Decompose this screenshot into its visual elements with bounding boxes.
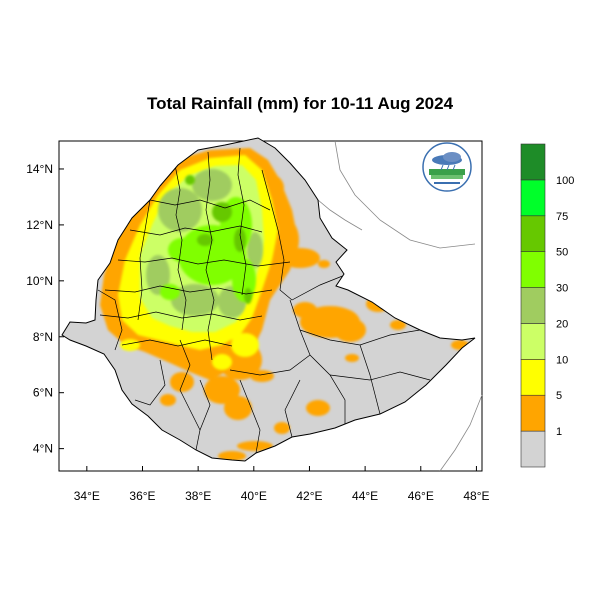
x-tick-label: 38°E bbox=[185, 489, 211, 503]
x-tick-label: 40°E bbox=[241, 489, 267, 503]
legend-swatch bbox=[520, 179, 546, 217]
y-tick-label: 4°N bbox=[33, 442, 53, 456]
x-tick-label: 48°E bbox=[463, 489, 489, 503]
region-borders bbox=[97, 147, 431, 454]
legend-label: 1 bbox=[556, 426, 562, 438]
x-axis: 34°E 36°E 38°E 40°E 42°E 44°E 46°E 48°E bbox=[74, 466, 490, 503]
legend-swatch bbox=[520, 394, 546, 432]
legend-swatch bbox=[520, 287, 546, 324]
x-tick-label: 36°E bbox=[129, 489, 155, 503]
x-tick-label: 42°E bbox=[296, 489, 322, 503]
y-tick-label: 6°N bbox=[33, 386, 53, 400]
y-tick-label: 10°N bbox=[26, 274, 53, 288]
legend-label: 50 bbox=[556, 247, 568, 259]
legend-label: 100 bbox=[556, 175, 574, 187]
legend-label: 10 bbox=[556, 354, 568, 366]
y-axis: 14°N 12°N 10°N 8°N 6°N 4°N bbox=[26, 162, 64, 456]
color-legend: 1 5 10 20 30 50 75 100 bbox=[520, 143, 574, 468]
legend-swatch bbox=[520, 215, 546, 252]
legend-swatch bbox=[520, 251, 546, 288]
y-tick-label: 14°N bbox=[26, 162, 53, 176]
map-title: Total Rainfall (mm) for 10-11 Aug 2024 bbox=[146, 94, 454, 113]
agency-logo bbox=[422, 142, 472, 192]
legend-swatch bbox=[520, 430, 546, 468]
legend-label: 30 bbox=[556, 283, 568, 295]
country-outline bbox=[61, 137, 476, 462]
legend-label: 5 bbox=[556, 390, 562, 402]
legend-swatch bbox=[520, 323, 546, 360]
x-tick-label: 46°E bbox=[408, 489, 434, 503]
legend-swatch bbox=[520, 143, 546, 181]
y-tick-label: 8°N bbox=[33, 330, 53, 344]
legend-swatch bbox=[520, 359, 546, 396]
x-tick-label: 44°E bbox=[352, 489, 378, 503]
y-tick-label: 12°N bbox=[26, 218, 53, 232]
legend-label: 20 bbox=[556, 318, 568, 330]
x-tick-label: 34°E bbox=[74, 489, 100, 503]
legend-label: 75 bbox=[556, 211, 568, 223]
